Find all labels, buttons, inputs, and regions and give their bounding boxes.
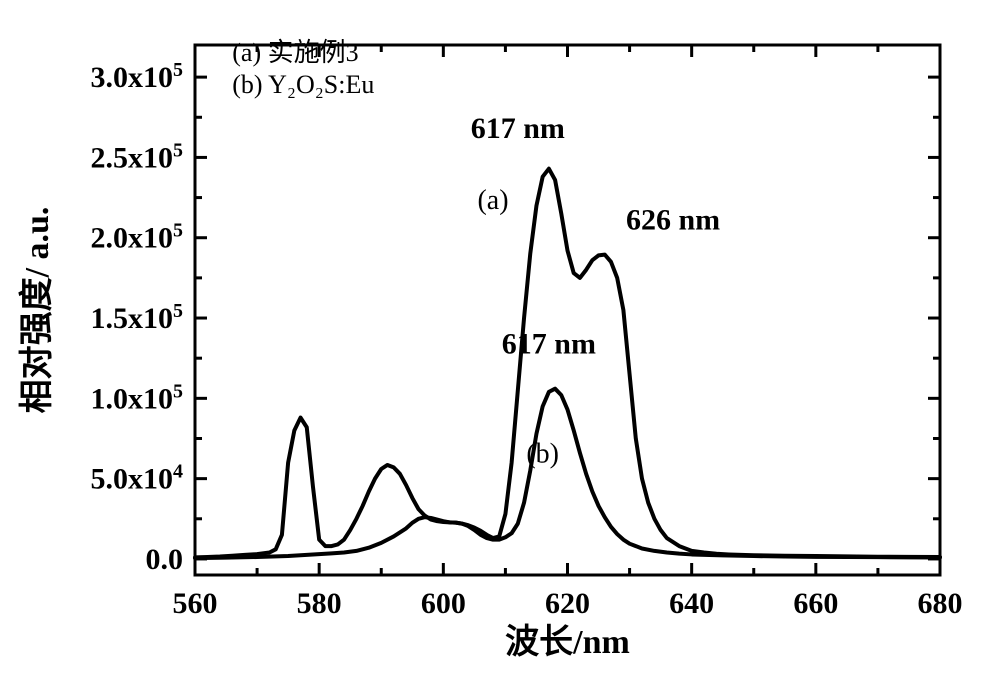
x-tick-label: 580 bbox=[297, 587, 342, 620]
annotation: 617 nm bbox=[502, 327, 596, 360]
x-axis-label: 波长/nm bbox=[505, 623, 630, 661]
legend-item: (b) Y₂O₂S:Eu bbox=[232, 70, 374, 99]
y-tick-label: 3.0x105 bbox=[91, 59, 184, 94]
x-tick-label: 660 bbox=[793, 587, 838, 620]
chart-background bbox=[0, 0, 1000, 696]
annotation: 617 nm bbox=[471, 112, 565, 145]
y-tick-label: 2.0x105 bbox=[91, 220, 184, 255]
x-tick-label: 640 bbox=[669, 587, 714, 620]
y-tick-label: 5.0x104 bbox=[91, 461, 184, 496]
spectrum-chart-svg: 560 580 600 620 640 660 680 0.0 5.0x104 1.0x105 1.… bbox=[0, 0, 1000, 696]
x-tick-label: 680 bbox=[918, 587, 963, 620]
chart-container: 560 580 600 620 640 660 680 0.0 5.0x104 1.0x105 1.… bbox=[0, 0, 1000, 696]
annotation: 626 nm bbox=[626, 204, 720, 237]
y-tick-label: 2.5x105 bbox=[91, 139, 184, 174]
legend-item: (a) 实施例3 bbox=[232, 38, 358, 67]
x-tick-label: 560 bbox=[173, 587, 218, 620]
annotation: (a) bbox=[477, 185, 508, 216]
x-tick-label: 600 bbox=[421, 587, 466, 620]
y-axis-label: 相对强度/ a.u. bbox=[18, 207, 56, 414]
y-tick-label: 1.0x105 bbox=[91, 380, 184, 415]
annotation: (b) bbox=[526, 439, 559, 470]
y-tick-label: 1.5x105 bbox=[91, 300, 184, 335]
y-tick-label: 0.0 bbox=[146, 543, 184, 576]
x-tick-label: 620 bbox=[545, 587, 590, 620]
